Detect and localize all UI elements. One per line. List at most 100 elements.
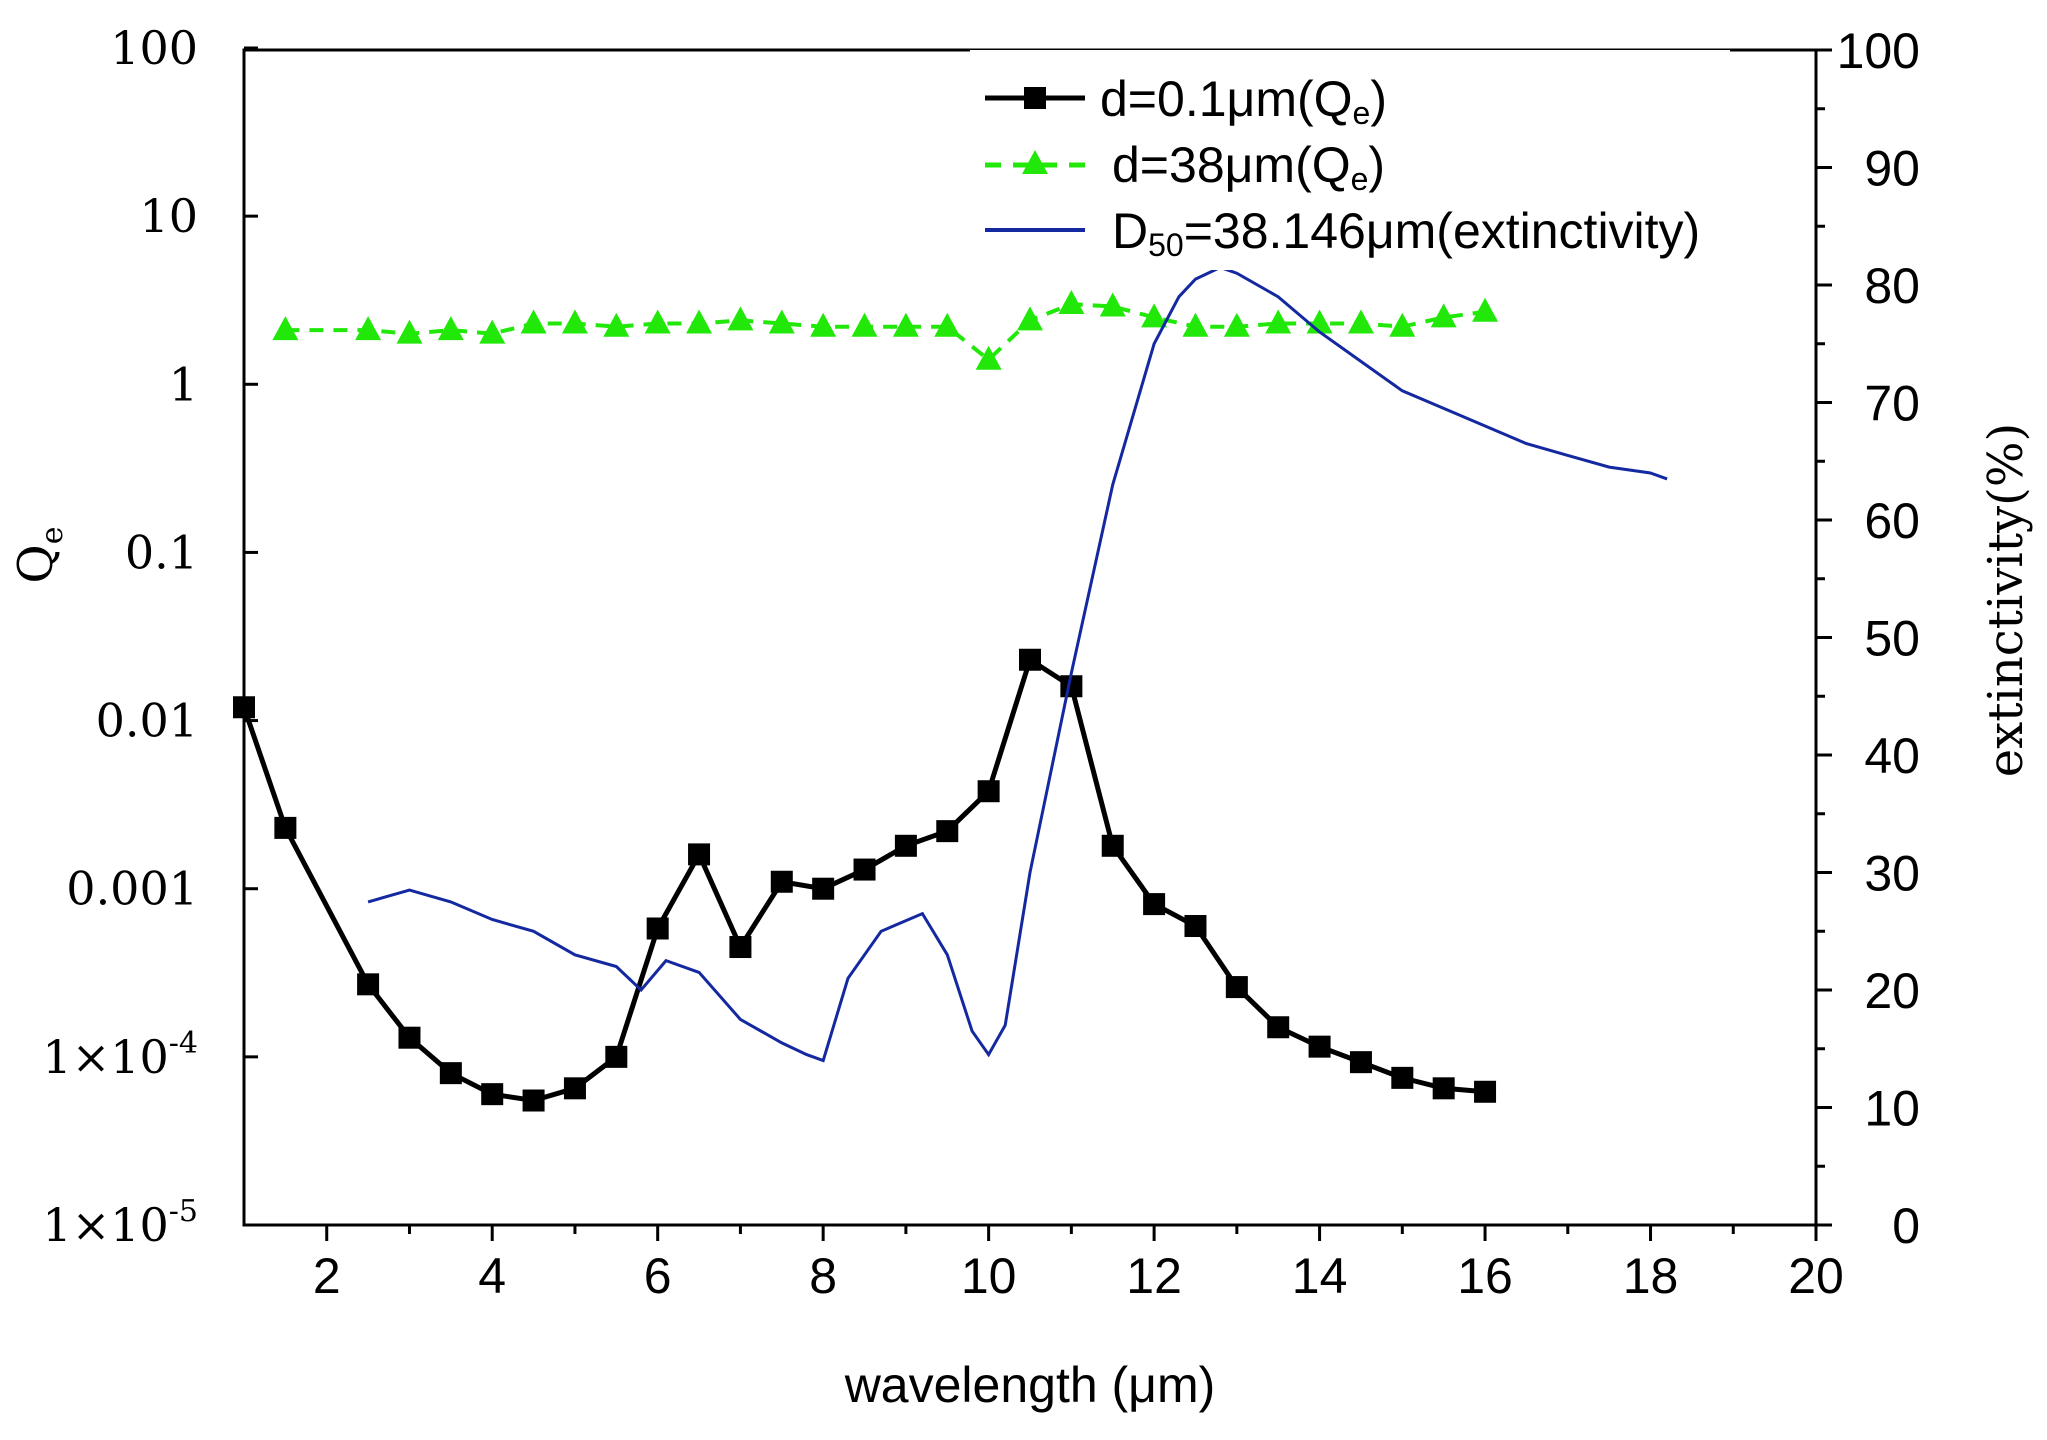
- series-0-point-21: [1143, 893, 1166, 916]
- y-left-tick-label: 0.01: [96, 694, 198, 748]
- y-right-tick-label-30: 30: [1864, 846, 1920, 902]
- series-1-point-7: [603, 312, 630, 337]
- series-1-point-1: [355, 316, 382, 341]
- y-left-tick-label: 1×10-4: [42, 1026, 198, 1084]
- series-1-point-6: [561, 309, 588, 334]
- legend-label-0-suffix: ): [1370, 71, 1387, 127]
- svg-text:D50=38.146μm(extinctivity): D50=38.146μm(extinctivity): [1112, 203, 1700, 263]
- legend-marker-1: [1022, 150, 1048, 174]
- x-axis-title: wavelength (μm): [844, 1357, 1216, 1413]
- legend-label-1-suffix: ): [1368, 137, 1385, 193]
- legend-label-1: d=38μm(Q: [1112, 137, 1351, 193]
- y-left-tick-label-base: 1×10: [42, 1198, 168, 1252]
- y-right-tick-label-70: 70: [1864, 376, 1920, 432]
- y-left-tick-label: 100: [110, 21, 198, 75]
- y-left-tick-label-exponent: -4: [169, 1026, 198, 1061]
- y-left-axis-title: Qe: [8, 526, 70, 583]
- series-0-point-8: [605, 1045, 628, 1068]
- series-1-point-22: [1223, 312, 1250, 337]
- series-1-point-21: [1182, 312, 1209, 337]
- legend-label-2-subscript: 50: [1148, 227, 1184, 263]
- series-0-point-3: [398, 1026, 421, 1049]
- series-1-point-16: [975, 345, 1002, 370]
- svg-text:Qe: Qe: [8, 526, 70, 583]
- y-right-tick-label-80: 80: [1864, 258, 1920, 314]
- x-tick-label-10: 10: [961, 1248, 1017, 1304]
- x-axis: 2 4 6 8 10 12 14 16 18 20: [313, 1225, 1844, 1304]
- x-tick-label-16: 16: [1457, 1248, 1513, 1304]
- series-0-point-6: [522, 1089, 545, 1112]
- series-0-point-23: [1225, 976, 1248, 999]
- y-right-tick-label-0: 0: [1892, 1198, 1920, 1254]
- series-0-point-16: [936, 820, 959, 843]
- series-0-point-2: [357, 973, 380, 996]
- x-tick-label-2: 2: [313, 1248, 341, 1304]
- series-0-point-12: [770, 870, 793, 893]
- legend-label-2-suffix: =38.146μm(extinctivity): [1184, 203, 1701, 259]
- series-1-point-17: [1017, 306, 1043, 331]
- series-1-point-3: [437, 316, 464, 341]
- series-1-point-14: [892, 312, 919, 337]
- series-0-point-25: [1308, 1035, 1331, 1058]
- series-1-point-2: [396, 319, 423, 344]
- series-0-point-26: [1349, 1051, 1372, 1074]
- legend: d=0.1μm(Qe) d=38μm(Qe) D50=38.146μm(exti…: [970, 50, 1730, 270]
- y-right-tick-label-90: 90: [1864, 141, 1920, 197]
- y-left-tick-label: 0.1: [125, 525, 198, 579]
- x-tick-label-12: 12: [1126, 1248, 1182, 1304]
- legend-label-0: d=0.1μm(Q: [1100, 71, 1353, 127]
- legend-label-0-subscript: e: [1353, 95, 1371, 131]
- series-0-point-19: [1060, 675, 1083, 698]
- series-1-point-20: [1141, 303, 1168, 328]
- series-1-point-4: [479, 319, 506, 344]
- x-tick-label-8: 8: [809, 1248, 837, 1304]
- series-1-point-9: [686, 309, 713, 334]
- y-left-tick-label: 1: [169, 357, 198, 411]
- series-0-point-13: [812, 877, 835, 900]
- series-0-point-9: [646, 917, 669, 940]
- legend-item-1: d=38μm(Qe): [985, 137, 1385, 197]
- x-tick-label-14: 14: [1292, 1248, 1348, 1304]
- series-line-2: [367, 265, 1668, 1063]
- svg-text:d=0.1μm(Qe): d=0.1μm(Qe): [1100, 71, 1387, 131]
- series-0-point-15: [894, 834, 917, 857]
- y-right-axis-title-text: extinctivity(%): [1978, 423, 2034, 778]
- series-0-point-29: [1474, 1080, 1497, 1103]
- y-left-axis-title-main: Q: [8, 544, 64, 583]
- y-right-tick-label-100: 100: [1837, 23, 1920, 79]
- series-0-point-7: [563, 1077, 586, 1100]
- series-1-point-19: [1099, 292, 1126, 317]
- y-axis-right: 0 10 20 30 40 50 60 70 80 90 100: [1816, 23, 1920, 1254]
- series-1-point-15: [934, 312, 961, 337]
- x-tick-label-6: 6: [644, 1248, 672, 1304]
- y-left-tick-label-exponent: -5: [169, 1194, 198, 1229]
- series-0-point-28: [1432, 1077, 1455, 1100]
- series-0-point-24: [1267, 1016, 1290, 1039]
- series-0-point-10: [688, 843, 711, 866]
- y-left-tick-label: 10: [139, 189, 198, 243]
- series-1-point-23: [1265, 309, 1292, 334]
- y-left-axis-title-subscript: e: [35, 526, 70, 544]
- series-0-point-5: [481, 1083, 504, 1106]
- x-tick-label-20: 20: [1788, 1248, 1844, 1304]
- y-left-tick-label: 0.001: [66, 862, 198, 916]
- series-1-point-26: [1389, 312, 1416, 337]
- y-right-tick-label-10: 10: [1864, 1081, 1920, 1137]
- legend-background: [970, 50, 1730, 270]
- y-left-tick-label: 1×10-5: [42, 1194, 198, 1252]
- series-0-point-14: [853, 858, 876, 881]
- y-right-tick-label-50: 50: [1864, 611, 1920, 667]
- series-1-point-11: [768, 309, 795, 334]
- svg-text:d=38μm(Qe): d=38μm(Qe): [1112, 137, 1385, 197]
- series-1-point-10: [727, 306, 754, 331]
- legend-item-0: d=0.1μm(Qe): [985, 71, 1387, 131]
- y-right-tick-label-60: 60: [1864, 493, 1920, 549]
- series-0-point-1: [274, 816, 297, 839]
- x-tick-label-4: 4: [478, 1248, 506, 1304]
- series-0-point-20: [1101, 834, 1124, 857]
- x-tick-label-18: 18: [1623, 1248, 1679, 1304]
- series-1-point-18: [1058, 290, 1085, 315]
- y-right-axis-title: extinctivity(%): [1978, 423, 2034, 778]
